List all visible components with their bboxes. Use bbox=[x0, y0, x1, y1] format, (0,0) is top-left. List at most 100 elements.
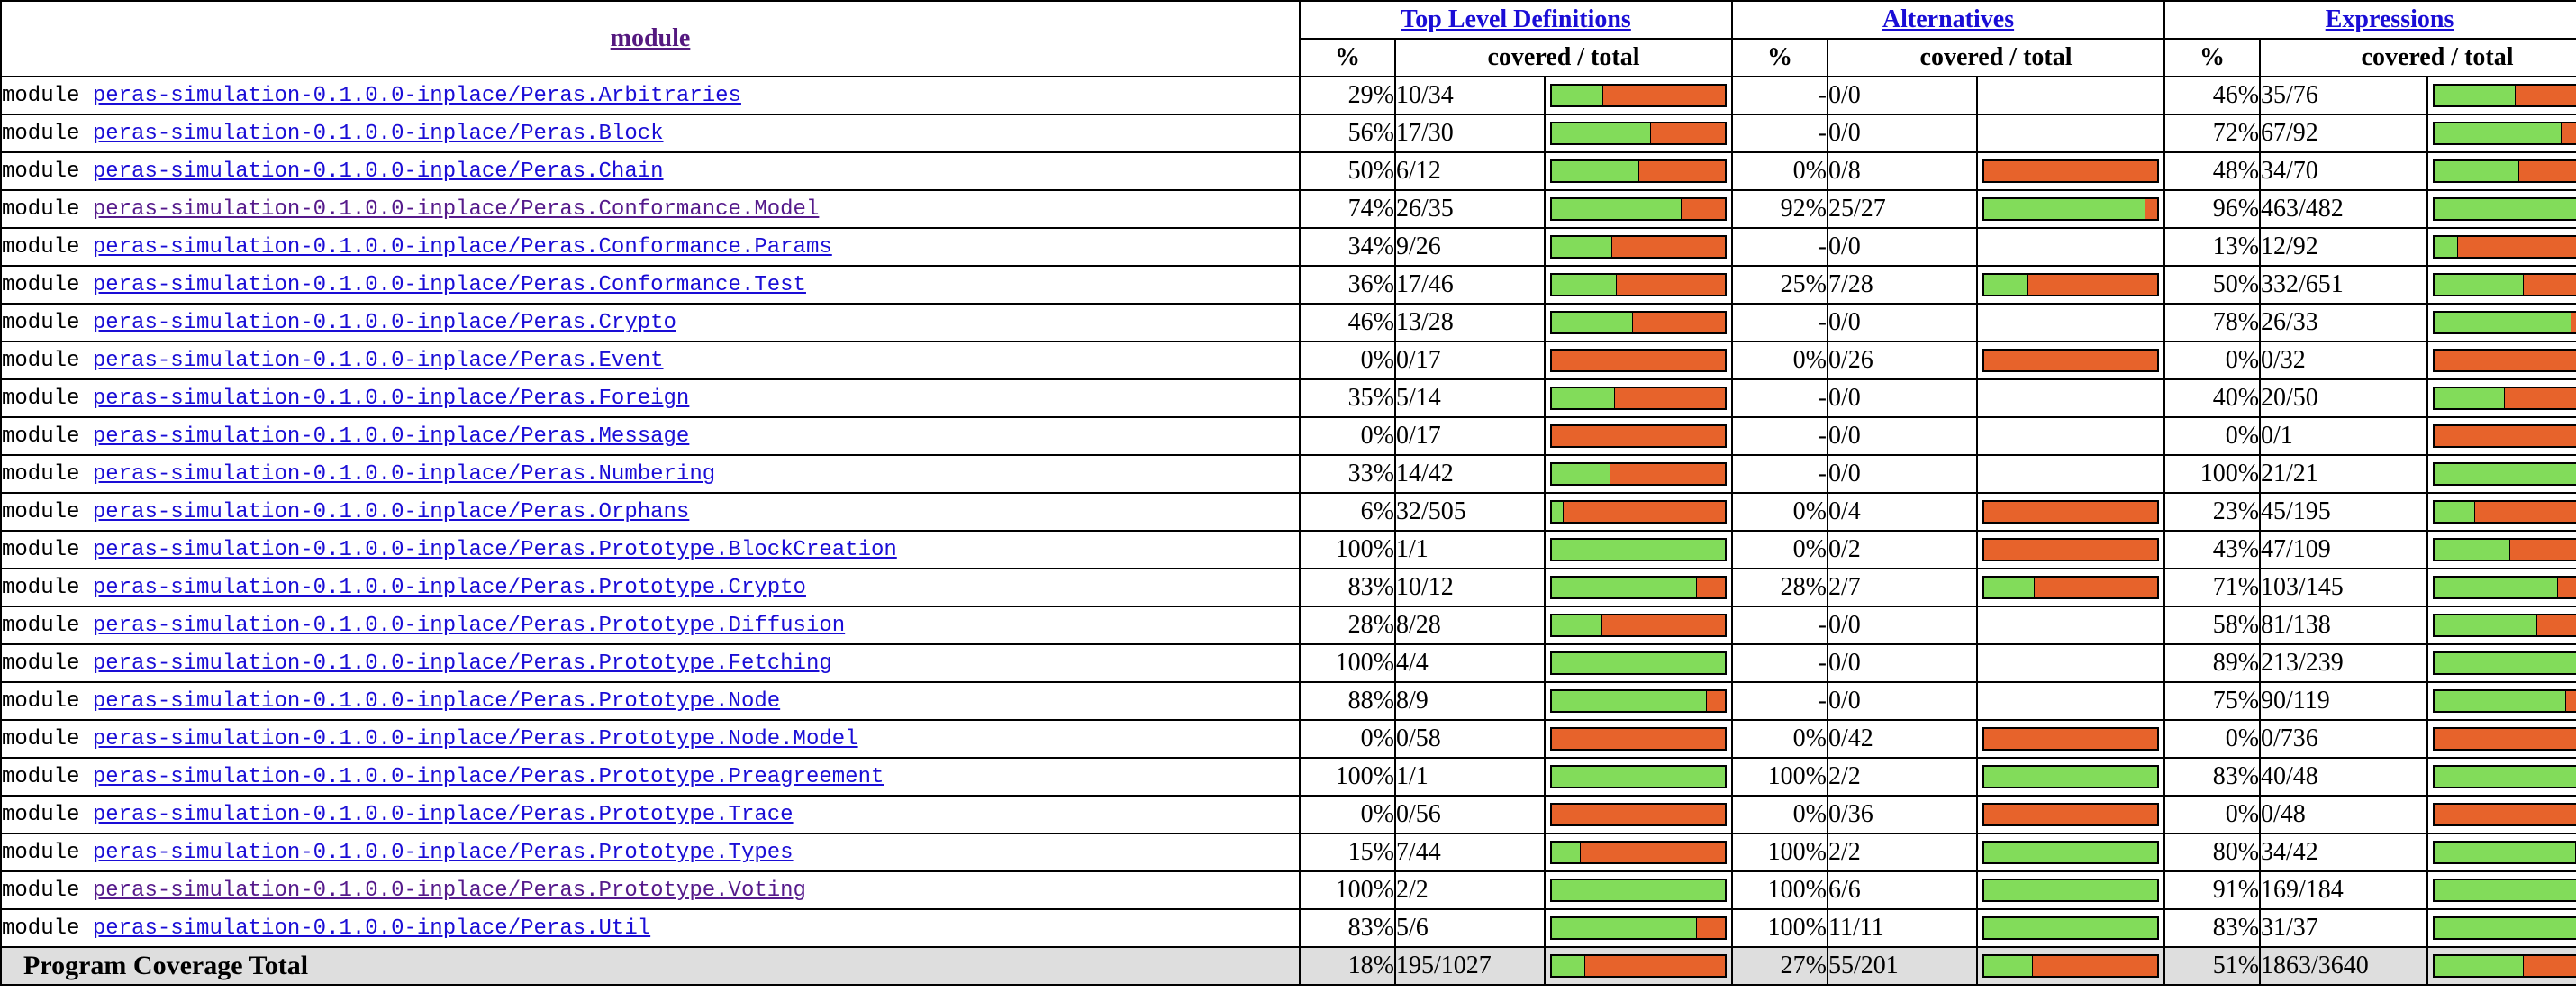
total-top-level-pct: 18% bbox=[1299, 946, 1396, 986]
top-level-bar-cell bbox=[1544, 870, 1733, 910]
alternatives-count: 0/26 bbox=[1827, 341, 1978, 380]
module-link[interactable]: peras-simulation-0.1.0.0-inplace/Peras.C… bbox=[92, 272, 806, 297]
module-cell: module peras-simulation-0.1.0.0-inplace/… bbox=[0, 227, 1301, 267]
module-link[interactable]: peras-simulation-0.1.0.0-inplace/Peras.C… bbox=[92, 234, 832, 260]
alternatives-bar-cell bbox=[1975, 189, 2166, 229]
top-level-bar-fill bbox=[1552, 880, 1725, 900]
module-link[interactable]: peras-simulation-0.1.0.0-inplace/Peras.U… bbox=[92, 915, 651, 941]
module-keyword: module bbox=[2, 802, 80, 827]
module-link[interactable]: peras-simulation-0.1.0.0-inplace/Peras.C… bbox=[92, 310, 676, 335]
expressions-bar-cell bbox=[2426, 454, 2576, 494]
expressions-count: 12/92 bbox=[2259, 227, 2429, 267]
sort-by-expressions-link[interactable]: Expressions bbox=[2325, 5, 2454, 33]
expressions-bar bbox=[2433, 614, 2576, 637]
expressions-bar bbox=[2433, 841, 2576, 864]
top-level-pct: 74% bbox=[1299, 189, 1396, 229]
sort-by-alternatives-link[interactable]: Alternatives bbox=[1882, 5, 2015, 33]
alternatives-bar bbox=[1982, 500, 2159, 524]
module-link[interactable]: peras-simulation-0.1.0.0-inplace/Peras.E… bbox=[92, 348, 664, 373]
alternatives-bar-cell bbox=[1975, 151, 2166, 191]
top-level-header: Top Level Definitions bbox=[1299, 0, 1733, 40]
top-level-bar-cell bbox=[1544, 227, 1733, 267]
module-keyword: module bbox=[2, 424, 80, 449]
module-link[interactable]: peras-simulation-0.1.0.0-inplace/Peras.P… bbox=[92, 537, 897, 562]
module-keyword: module bbox=[2, 840, 80, 865]
alternatives-pct: 100% bbox=[1731, 908, 1828, 948]
alternatives-bar bbox=[1982, 273, 2159, 296]
top-level-bar bbox=[1550, 273, 1727, 296]
expressions-bar bbox=[2433, 387, 2576, 410]
expressions-bar bbox=[2433, 651, 2576, 675]
alternatives-bar-cell bbox=[1975, 416, 2166, 456]
expressions-count: 81/138 bbox=[2259, 606, 2429, 645]
alternatives-pct: 0% bbox=[1731, 795, 1828, 834]
module-link[interactable]: peras-simulation-0.1.0.0-inplace/Peras.P… bbox=[92, 802, 794, 827]
header-row-groups: module Top Level Definitions Alternative… bbox=[0, 0, 2576, 77]
alternatives-count: 2/7 bbox=[1827, 568, 1978, 607]
alternatives-count: 0/0 bbox=[1827, 606, 1978, 645]
module-link[interactable]: peras-simulation-0.1.0.0-inplace/Peras.B… bbox=[92, 121, 664, 146]
top-level-pct-header: % bbox=[1299, 38, 1396, 77]
expressions-bar bbox=[2433, 765, 2576, 788]
expressions-bar bbox=[2433, 197, 2576, 221]
top-level-bar bbox=[1550, 689, 1727, 713]
top-level-bar bbox=[1550, 235, 1727, 259]
sort-by-top-level-link[interactable]: Top Level Definitions bbox=[1401, 5, 1631, 33]
expressions-count: 31/37 bbox=[2259, 908, 2429, 948]
module-link[interactable]: peras-simulation-0.1.0.0-inplace/Peras.C… bbox=[92, 196, 820, 222]
module-link[interactable]: peras-simulation-0.1.0.0-inplace/Peras.N… bbox=[92, 461, 716, 487]
module-link[interactable]: peras-simulation-0.1.0.0-inplace/Peras.P… bbox=[92, 764, 884, 789]
module-link[interactable]: peras-simulation-0.1.0.0-inplace/Peras.F… bbox=[92, 386, 690, 411]
alternatives-count: 0/36 bbox=[1827, 795, 1978, 834]
top-level-pct: 50% bbox=[1299, 151, 1396, 191]
total-alternatives-count: 55/201 bbox=[1827, 946, 1978, 986]
top-level-pct: 0% bbox=[1299, 795, 1396, 834]
top-level-bar-cell bbox=[1544, 795, 1733, 834]
module-link[interactable]: peras-simulation-0.1.0.0-inplace/Peras.P… bbox=[92, 726, 858, 752]
module-keyword: module bbox=[2, 575, 80, 600]
top-level-count: 6/12 bbox=[1394, 151, 1546, 191]
expressions-count: 213/239 bbox=[2259, 643, 2429, 683]
module-link[interactable]: peras-simulation-0.1.0.0-inplace/Peras.P… bbox=[92, 840, 794, 865]
top-level-pct: 0% bbox=[1299, 341, 1396, 380]
table-row: module peras-simulation-0.1.0.0-inplace/… bbox=[0, 303, 2576, 342]
expressions-pct: 40% bbox=[2163, 378, 2262, 418]
expressions-covered-header: covered / total bbox=[2259, 38, 2576, 77]
top-level-bar bbox=[1550, 84, 1727, 107]
total-top-level-bar bbox=[1550, 954, 1727, 978]
alternatives-count: 0/2 bbox=[1827, 530, 1978, 569]
module-cell: module peras-simulation-0.1.0.0-inplace/… bbox=[0, 151, 1301, 191]
expressions-count: 0/1 bbox=[2259, 416, 2429, 456]
module-cell: module peras-simulation-0.1.0.0-inplace/… bbox=[0, 530, 1301, 569]
top-level-count: 26/35 bbox=[1394, 189, 1546, 229]
module-link[interactable]: peras-simulation-0.1.0.0-inplace/Peras.P… bbox=[92, 613, 846, 638]
alternatives-pct: 92% bbox=[1731, 189, 1828, 229]
module-link[interactable]: peras-simulation-0.1.0.0-inplace/Peras.O… bbox=[92, 499, 690, 524]
expressions-bar-cell bbox=[2426, 681, 2576, 721]
alternatives-bar-cell bbox=[1975, 492, 2166, 532]
header-row-columns: % covered / total % covered / total % co… bbox=[1, 38, 2576, 77]
expressions-bar-fill bbox=[2435, 578, 2559, 597]
alternatives-bar-cell bbox=[1975, 114, 2166, 153]
alternatives-count: 0/0 bbox=[1827, 114, 1978, 153]
alternatives-pct: - bbox=[1731, 454, 1828, 494]
alternatives-bar-fill bbox=[1984, 578, 2035, 597]
expressions-count: 67/92 bbox=[2259, 114, 2429, 153]
module-link[interactable]: peras-simulation-0.1.0.0-inplace/Peras.P… bbox=[92, 878, 806, 903]
expressions-bar-fill bbox=[2435, 86, 2516, 105]
module-link[interactable]: peras-simulation-0.1.0.0-inplace/Peras.C… bbox=[92, 159, 664, 184]
module-link[interactable]: peras-simulation-0.1.0.0-inplace/Peras.P… bbox=[92, 651, 832, 676]
top-level-bar-cell bbox=[1544, 643, 1733, 683]
expressions-pct: 48% bbox=[2163, 151, 2262, 191]
top-level-bar bbox=[1550, 500, 1727, 524]
module-link[interactable]: peras-simulation-0.1.0.0-inplace/Peras.P… bbox=[92, 688, 781, 714]
expressions-pct: 13% bbox=[2163, 227, 2262, 267]
expressions-count: 90/119 bbox=[2259, 681, 2429, 721]
top-level-bar-fill bbox=[1552, 918, 1697, 938]
alternatives-count: 0/0 bbox=[1827, 378, 1978, 418]
module-link[interactable]: peras-simulation-0.1.0.0-inplace/Peras.M… bbox=[92, 424, 690, 449]
module-link[interactable]: peras-simulation-0.1.0.0-inplace/Peras.P… bbox=[92, 575, 806, 600]
sort-by-module-link[interactable]: module bbox=[610, 24, 691, 52]
top-level-count: 2/2 bbox=[1394, 870, 1546, 910]
module-link[interactable]: peras-simulation-0.1.0.0-inplace/Peras.A… bbox=[92, 83, 741, 108]
